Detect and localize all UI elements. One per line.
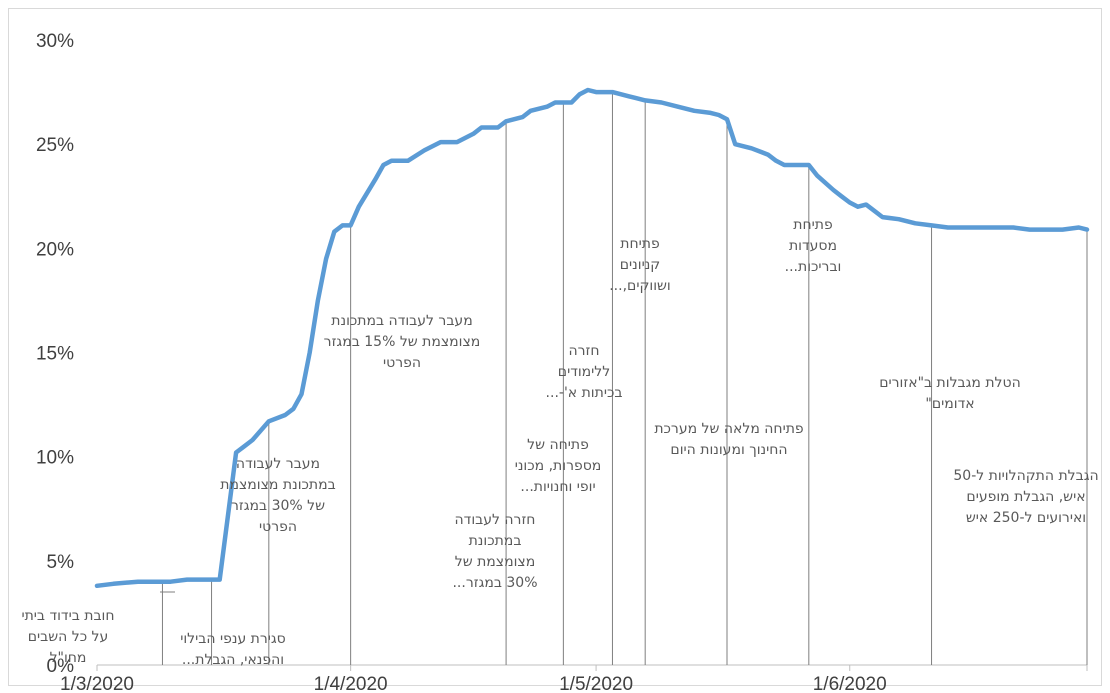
annotation-line: ובריכות... bbox=[785, 259, 842, 275]
annotation-line: והפנאי, הגבלת... bbox=[182, 652, 284, 668]
event-annotation: פתיחת קניונים ושווקים,... bbox=[609, 236, 671, 294]
annotation-line: הגבלת התקהלויות ל-50 bbox=[953, 468, 1098, 484]
annotation-line: חזרה לעבודה bbox=[455, 512, 536, 528]
event-annotation: מעבר לעבודה במתכונת מצומצמת של 30% במגזר הפ… bbox=[220, 456, 335, 535]
event-annotation: חזרה לעבודה במתכונת מצומצמת של 30% במגזר... bbox=[452, 512, 537, 591]
y-tick-label: 25% bbox=[36, 135, 74, 156]
x-axis: 1/3/2020 1/4/2020 1/5/2020 1/6/2020 bbox=[60, 664, 1088, 693]
y-tick-label: 30% bbox=[36, 31, 74, 52]
annotation-line: פתיחת bbox=[793, 217, 832, 233]
annotation-line: של 30% במגזר bbox=[231, 498, 325, 514]
annotation-line: מסעדות bbox=[789, 238, 837, 254]
annotation-line: אדומים" bbox=[925, 396, 974, 412]
event-annotations: חובת בידוד ביתי על כל השבים מחו"ל סגירת ענפ… bbox=[21, 217, 1098, 668]
event-annotation: פתיחת מסעדות ובריכות... bbox=[785, 217, 842, 275]
series-line bbox=[94, 87, 1090, 589]
annotation-line: פתיחת bbox=[620, 236, 659, 252]
series-line-group bbox=[94, 87, 1090, 589]
x-tick-label: 1/5/2020 bbox=[559, 674, 633, 693]
annotation-line: בכיתות א'-... bbox=[546, 385, 623, 401]
annotation-line: 30% במגזר... bbox=[452, 575, 537, 591]
annotation-line: חזרה bbox=[568, 343, 599, 359]
annotation-line: איש, הגבלת מופעים bbox=[966, 489, 1085, 505]
annotation-line: מחו"ל bbox=[50, 650, 87, 666]
annotation-line: מצומצמת של 15% במגזר bbox=[324, 334, 481, 350]
annotation-line: ושווקים,... bbox=[609, 278, 671, 294]
x-tick-label: 1/6/2020 bbox=[813, 674, 887, 693]
event-annotation: פתיחה מלאה של מערכת החינוך ומעונות היום bbox=[654, 421, 803, 458]
annotation-line: במתכונת bbox=[469, 533, 522, 549]
annotation-line: חובת בידוד ביתי bbox=[21, 608, 114, 624]
annotation-line: מצומצמת של bbox=[455, 554, 535, 570]
annotation-line: סגירת ענפי הבילוי bbox=[180, 631, 286, 647]
event-annotation: הגבלת התקהלויות ל-50 איש, הגבלת מופעים ואי… bbox=[953, 468, 1098, 526]
y-tick-label: 5% bbox=[47, 552, 75, 573]
annotation-line: קניונים bbox=[620, 257, 661, 273]
y-tick-label: 10% bbox=[36, 448, 74, 469]
y-tick-label: 15% bbox=[36, 344, 74, 365]
annotation-line: ואירועים ל-250 איש bbox=[966, 510, 1086, 526]
event-annotation: חזרה ללימודים בכיתות א'-... bbox=[546, 343, 623, 401]
event-marker-lines bbox=[161, 92, 1088, 665]
annotation-line: יופי וחנויות... bbox=[520, 479, 595, 495]
annotation-line: מעבר לעבודה bbox=[236, 456, 320, 472]
annotation-line: הטלת מגבלות ב"אזורים bbox=[879, 375, 1021, 391]
annotation-line: פתיחה מלאה של מערכת bbox=[654, 421, 803, 437]
annotation-line: החינוך ומעונות היום bbox=[670, 442, 787, 458]
event-annotation: סגירת ענפי הבילוי והפנאי, הגבלת... bbox=[180, 631, 286, 668]
annotation-line: במתכונת מצומצמת bbox=[220, 477, 335, 493]
x-tick-label: 1/3/2020 bbox=[60, 674, 134, 693]
chart-frame bbox=[8, 8, 1102, 686]
y-tick-label: 0% bbox=[47, 656, 75, 677]
annotation-line: הפרטי bbox=[259, 519, 297, 535]
event-annotation: פתיחה של מספרות, מכוני יופי וחנויות... bbox=[515, 437, 602, 495]
event-annotation: הטלת מגבלות ב"אזורים אדומים" bbox=[879, 375, 1021, 412]
event-annotation: חובת בידוד ביתי על כל השבים מחו"ל bbox=[21, 608, 114, 666]
annotation-line: הפרטי bbox=[383, 355, 421, 371]
annotation-line: על כל השבים bbox=[28, 629, 109, 645]
annotation-line: ללימודים bbox=[558, 364, 610, 380]
x-tick-label: 1/4/2020 bbox=[314, 674, 388, 693]
event-annotation: מעבר לעבודה במתכונת מצומצמת של 15% במגזר ה… bbox=[324, 313, 481, 371]
annotation-line: מספרות, מכוני bbox=[515, 458, 602, 474]
annotation-line: מעבר לעבודה במתכונת bbox=[331, 313, 472, 329]
y-tick-label: 20% bbox=[36, 239, 74, 260]
y-axis-tick-labels: 0% 5% 10% 15% 20% 25% 30% bbox=[36, 31, 74, 677]
annotation-line: פתיחה של bbox=[527, 437, 589, 453]
